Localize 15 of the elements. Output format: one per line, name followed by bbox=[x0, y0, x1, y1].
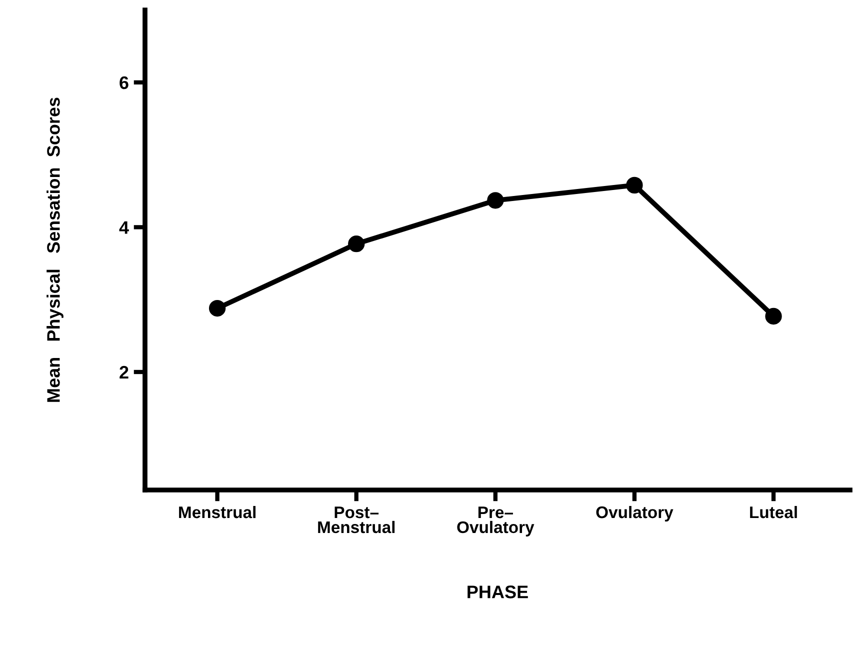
x-tick-label: Menstrual bbox=[179, 506, 256, 518]
x-tick-label: Post– Menstrual bbox=[318, 506, 395, 534]
point bbox=[487, 192, 504, 209]
y-tick-label: 6 bbox=[120, 76, 128, 90]
point bbox=[348, 236, 365, 252]
y-tick-label: 4 bbox=[119, 221, 129, 234]
point bbox=[208, 300, 226, 317]
point bbox=[765, 308, 782, 325]
x-tick-label: Pre– Ovulatory bbox=[457, 506, 534, 536]
y-axis-title: Mean Physical Sensation Scores bbox=[46, 98, 64, 402]
point bbox=[626, 176, 643, 194]
y-tick-label: 2 bbox=[120, 366, 128, 379]
x-tick-label: Luteal bbox=[750, 506, 797, 518]
x-axis-title: PHASE bbox=[468, 586, 528, 598]
x-tick-label: Ovulatory bbox=[596, 506, 674, 522]
